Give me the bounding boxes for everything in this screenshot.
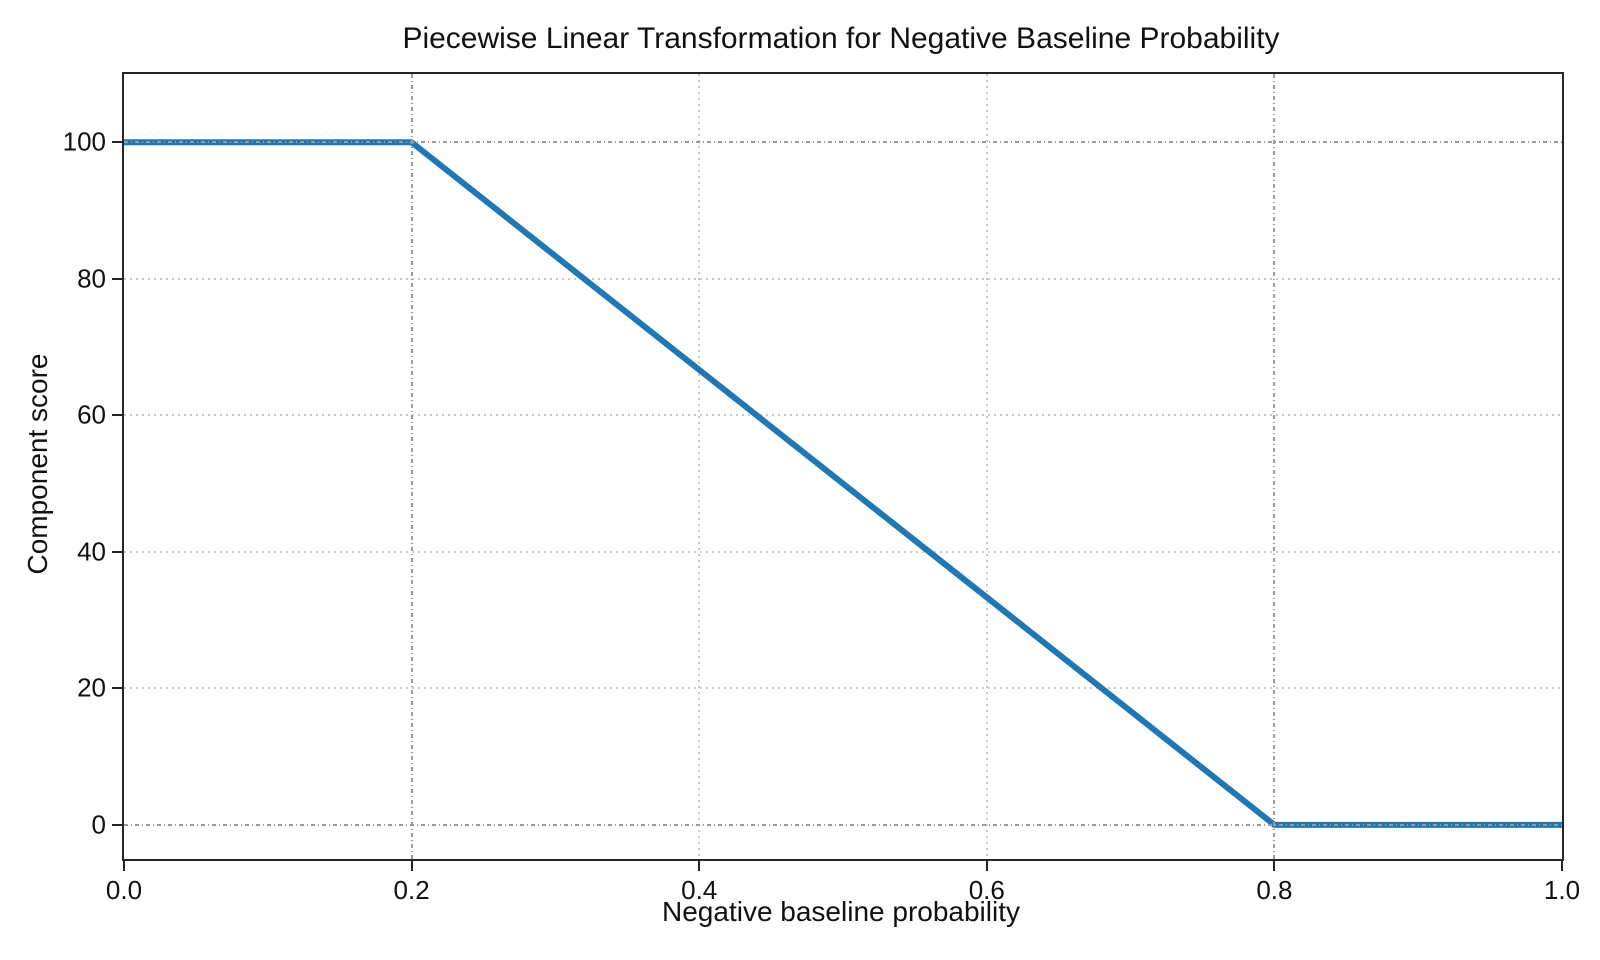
x-tick-label-1.0: 1.0 [1543,875,1581,905]
y-tick-mark-0 [112,823,122,826]
reference-line-x-0.2 [410,74,413,859]
gridline-y-60 [124,414,1562,417]
gridline-x-0.4 [698,74,701,859]
plot-area: 0.0 0.2 0.4 0.6 0.8 1.0 0 20 40 60 80 100 [63,72,1580,905]
x-tick-mark-0.6 [985,861,988,871]
y-tick-label-20: 20 [77,672,106,703]
series-line [124,139,1562,828]
y-tick-label-0: 0 [91,809,106,840]
x-tick-label-0.4: 0.4 [681,875,718,905]
chart-title: Piecewise Linear Transformation for Nega… [402,22,1280,55]
gridline-y-80 [124,277,1562,280]
x-tick-mark-0.8 [1273,861,1276,871]
y-tick-label-60: 60 [77,399,106,430]
x-tick-label-0.0: 0.0 [105,875,143,905]
y-tick-mark-60 [112,414,122,417]
y-tick-label-80: 80 [77,263,106,294]
y-tick-mark-20 [112,687,122,690]
reference-line-y-0 [124,823,1562,826]
gridline-x-0.6 [985,74,988,859]
reference-line-x-0.8 [1273,74,1276,859]
x-tick-label-0.2: 0.2 [393,875,430,905]
x-tick-label-0.6: 0.6 [968,875,1005,905]
x-tick-mark-0.2 [410,861,413,871]
y-axis-label: Component score [22,353,53,575]
x-tick-label-0.8: 0.8 [1256,875,1293,905]
series-line-svg [124,139,1562,828]
reference-line-y-100 [124,141,1562,144]
x-tick-mark-1.0 [1561,861,1563,871]
y-tick-mark-40 [112,550,122,553]
gridline-y-40 [124,550,1562,553]
y-tick-mark-80 [112,277,122,280]
x-tick-mark-0.0 [123,861,125,871]
y-tick-mark-100 [112,141,122,144]
x-tick-mark-0.4 [698,861,701,871]
y-tick-label-40: 40 [77,536,106,567]
gridline-y-20 [124,687,1562,690]
x-axis-label: Negative baseline probability [662,896,1020,927]
y-tick-label-100: 100 [62,126,106,157]
